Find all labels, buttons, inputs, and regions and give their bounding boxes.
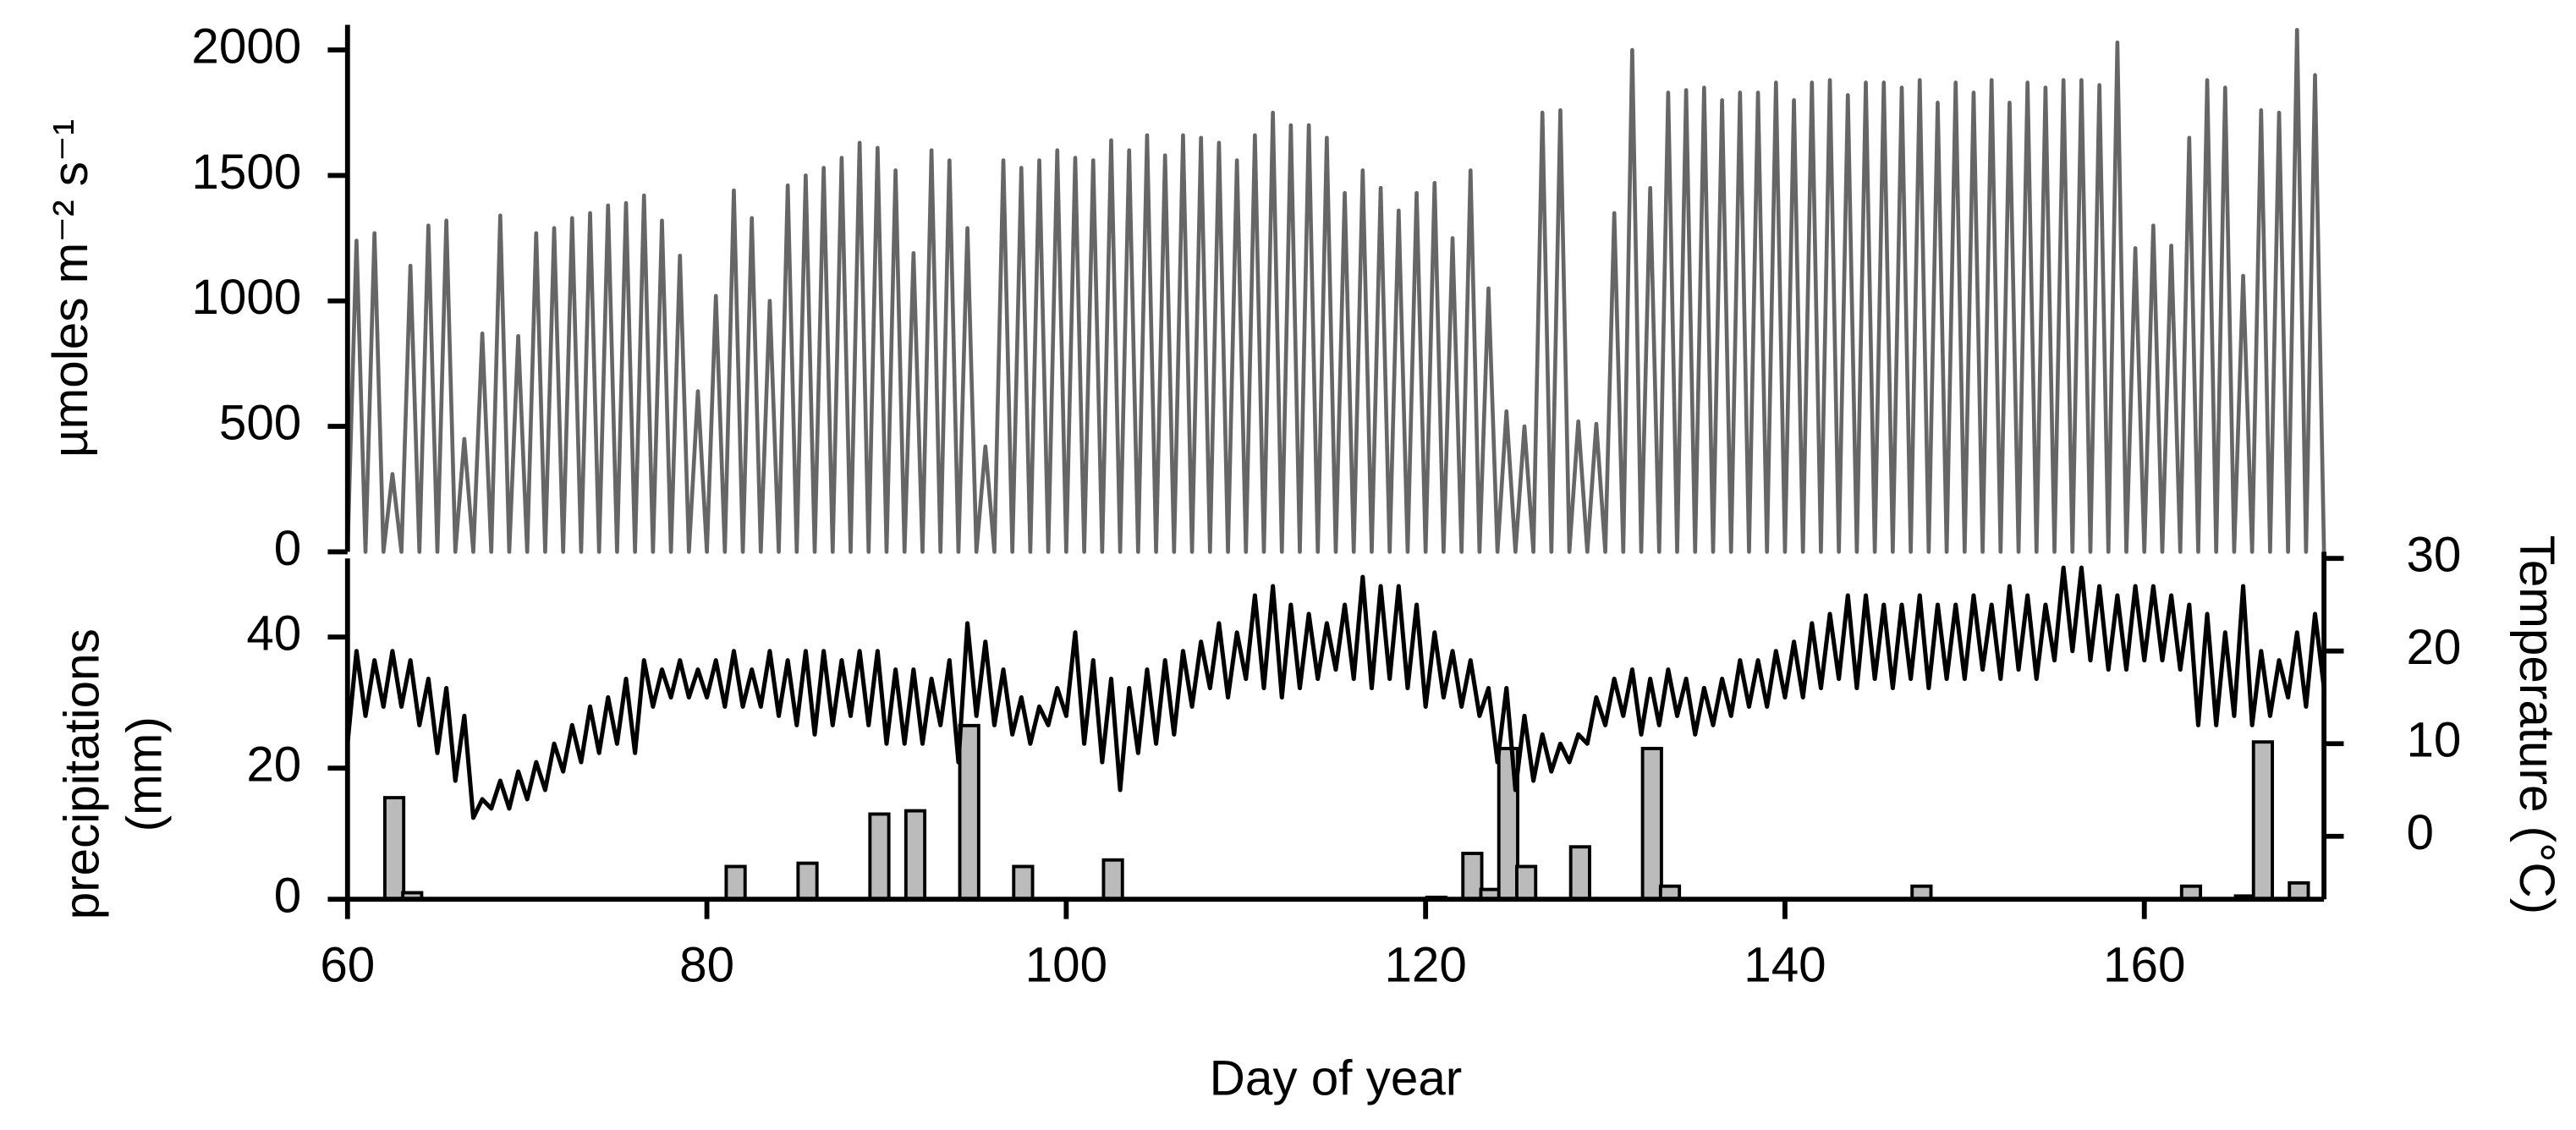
y2-tick-label: 10: [2406, 713, 2461, 768]
bar: [724, 864, 747, 902]
bar: [958, 723, 980, 902]
data-line: [345, 28, 2326, 554]
y-axis-label: µmoles m⁻² s⁻¹: [43, 119, 98, 458]
x-tick-label: 100: [1025, 937, 1107, 992]
y2-axis-label: Temperature (°C): [2509, 535, 2564, 914]
x-axis-label: Day of year: [1210, 1051, 1463, 1106]
y-tick-label: 20: [246, 738, 301, 793]
y-tick-label: 0: [274, 869, 301, 924]
bar: [1640, 747, 1663, 902]
x-tick-label: 140: [1744, 937, 1826, 992]
x-tick-label: 80: [679, 937, 734, 992]
y-axis-label: precipitations: [55, 628, 110, 919]
y-tick-label: 2000: [191, 19, 301, 74]
bar: [2251, 740, 2275, 902]
bar: [904, 809, 927, 902]
y2-tick-label: 20: [2406, 620, 2461, 675]
bar: [1101, 858, 1124, 902]
data-line: [345, 565, 2326, 820]
bar: [1012, 864, 1035, 902]
bar: [1461, 852, 1484, 902]
y-tick-label: 40: [246, 606, 301, 661]
y-tick-label: 1000: [191, 270, 301, 325]
y-tick-label: 0: [274, 521, 301, 576]
bar: [382, 796, 406, 902]
bar: [1568, 845, 1591, 902]
y-axis-label: (mm): [118, 716, 173, 831]
y2-tick-label: 30: [2406, 528, 2461, 583]
y-tick-label: 500: [219, 396, 301, 451]
x-tick-label: 120: [1384, 937, 1466, 992]
y2-tick-label: 0: [2406, 805, 2433, 860]
bar: [796, 861, 819, 902]
bar: [1514, 864, 1538, 902]
y-tick-label: 1500: [191, 145, 301, 200]
x-tick-label: 60: [320, 937, 375, 992]
x-tick-label: 160: [2103, 937, 2185, 992]
bar: [868, 812, 891, 902]
